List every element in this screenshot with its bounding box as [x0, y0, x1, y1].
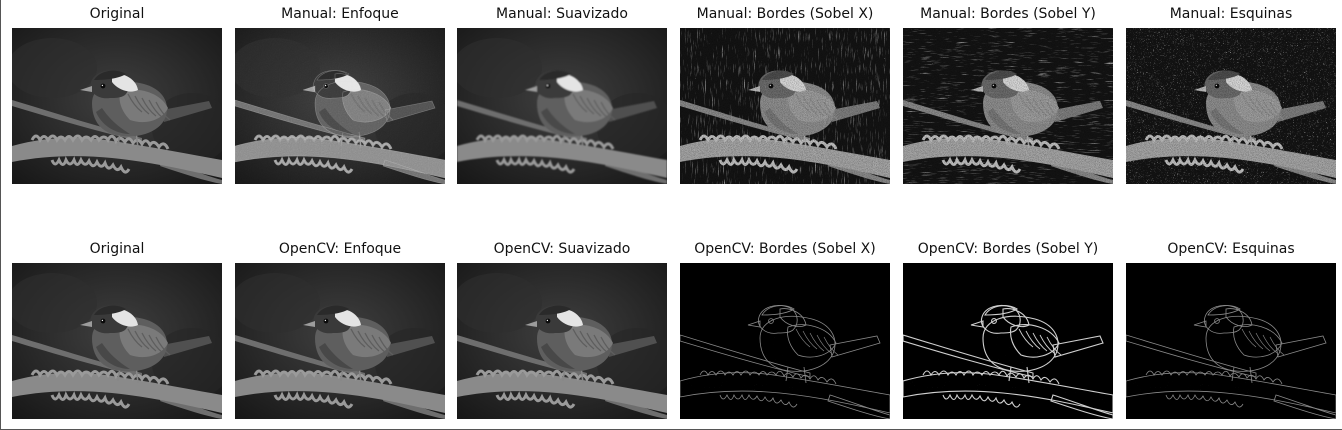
bird-image	[457, 28, 667, 184]
bird-image-panel	[457, 28, 667, 184]
bird-image	[457, 263, 667, 419]
bird-image	[680, 28, 890, 184]
bird-image-panel	[1126, 28, 1336, 184]
bird-image	[235, 263, 445, 419]
panel-title: OpenCV: Suavizado	[493, 241, 631, 257]
bird-image	[903, 28, 1113, 184]
bird-image	[903, 263, 1113, 419]
bird-image	[680, 263, 890, 419]
bird-image	[12, 28, 222, 184]
panel-title: OpenCV: Esquinas	[1167, 241, 1295, 257]
bird-image-panel	[235, 28, 445, 184]
panel-title: OpenCV: Enfoque	[278, 241, 402, 257]
bird-image-panel	[12, 263, 222, 419]
bird-image-panel	[680, 28, 890, 184]
panel-title: Manual: Esquinas	[1169, 6, 1293, 22]
bird-image	[1126, 263, 1336, 419]
panel-title: Original	[89, 241, 145, 257]
panel-title: OpenCV: Bordes (Sobel Y)	[917, 241, 1099, 257]
bird-image	[235, 28, 445, 184]
panel-title: Manual: Enfoque	[281, 6, 399, 22]
bird-image	[1126, 28, 1336, 184]
panel-title: Manual: Bordes (Sobel X)	[696, 6, 874, 22]
bird-image-panel	[680, 263, 890, 419]
bird-image-panel	[12, 28, 222, 184]
bird-image-panel	[1126, 263, 1336, 419]
panel-title: Manual: Bordes (Sobel Y)	[920, 6, 1096, 22]
panel-title: Manual: Suavizado	[496, 6, 628, 22]
panel-title: Original	[89, 6, 145, 22]
panel-title: OpenCV: Bordes (Sobel X)	[694, 241, 876, 257]
bird-image-panel	[457, 263, 667, 419]
bird-image-panel	[235, 263, 445, 419]
bird-image-panel	[903, 28, 1113, 184]
bird-image-panel	[903, 263, 1113, 419]
bird-image	[12, 263, 222, 419]
